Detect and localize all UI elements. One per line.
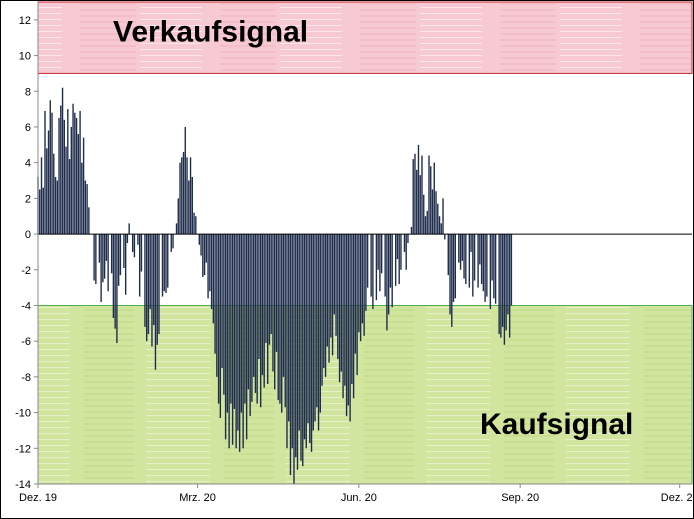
buy-signal-zone <box>37 304 693 485</box>
y-tick-label: 8 <box>25 86 31 98</box>
y-tick-label: 4 <box>25 158 31 170</box>
x-tick-label: Sep. 20 <box>501 492 539 504</box>
y-tick-label: -10 <box>15 408 31 420</box>
y-tick-label: -4 <box>21 300 31 312</box>
y-tick-label: -14 <box>15 479 31 491</box>
x-tick-label: Mrz. 20 <box>179 492 216 504</box>
x-tick-label: Jun. 20 <box>341 492 377 504</box>
y-tick-label: 10 <box>19 51 31 63</box>
y-tick-label: 0 <box>25 229 31 241</box>
y-tick-label: -6 <box>21 336 31 348</box>
x-tick-label: Dez. 20 <box>661 492 694 504</box>
y-tick-label: -2 <box>21 265 31 277</box>
x-tick-label: Dez. 19 <box>19 492 57 504</box>
y-tick-label: -12 <box>15 443 31 455</box>
y-tick-label: 12 <box>19 15 31 27</box>
y-tick-label: 6 <box>25 122 31 134</box>
sell-signal-zone <box>37 1 693 74</box>
y-tick-label: 2 <box>25 193 31 205</box>
y-tick-label: -8 <box>21 372 31 384</box>
sell-signal-label: Verkaufsignal <box>113 15 308 48</box>
buy-signal-label: Kaufsignal <box>480 408 633 441</box>
